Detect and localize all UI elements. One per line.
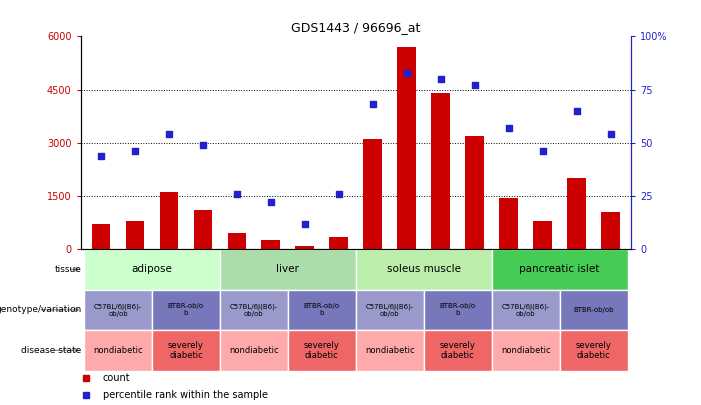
Bar <box>533 221 552 249</box>
Text: genotype/variation: genotype/variation <box>0 305 81 314</box>
Text: nondiabetic: nondiabetic <box>93 346 143 355</box>
Bar <box>84 290 152 330</box>
Text: severely
diabetic: severely diabetic <box>576 341 611 360</box>
Bar <box>92 224 110 249</box>
Text: C57BL/6J(B6)-
ob/ob: C57BL/6J(B6)- ob/ob <box>365 303 414 317</box>
Bar <box>193 210 212 249</box>
Bar <box>491 330 559 371</box>
Text: count: count <box>102 373 130 383</box>
Text: severely
diabetic: severely diabetic <box>440 341 475 360</box>
Text: nondiabetic: nondiabetic <box>501 346 550 355</box>
Text: C57BL/6J(B6)-
ob/ob: C57BL/6J(B6)- ob/ob <box>230 303 278 317</box>
Bar <box>160 192 178 249</box>
Bar <box>228 233 246 249</box>
Text: nondiabetic: nondiabetic <box>365 346 414 355</box>
Text: soleus muscle: soleus muscle <box>387 264 461 274</box>
Text: severely
diabetic: severely diabetic <box>304 341 340 360</box>
Bar <box>559 290 627 330</box>
Bar <box>423 290 491 330</box>
Point <box>571 108 582 114</box>
Bar <box>356 330 423 371</box>
Bar <box>288 330 356 371</box>
Text: BTBR-ob/o
b: BTBR-ob/o b <box>304 303 340 316</box>
Text: nondiabetic: nondiabetic <box>229 346 279 355</box>
Point <box>435 76 447 82</box>
Text: tissue: tissue <box>55 265 81 274</box>
Point <box>265 199 276 205</box>
Text: pancreatic islet: pancreatic islet <box>519 264 600 274</box>
Bar <box>152 330 220 371</box>
Text: BTBR-ob/o
b: BTBR-ob/o b <box>168 303 204 316</box>
Bar <box>465 136 484 249</box>
Bar <box>567 178 586 249</box>
Bar <box>491 249 627 290</box>
Point <box>130 148 141 154</box>
Text: BTBR-ob/ob: BTBR-ob/ob <box>573 307 614 313</box>
Point <box>231 190 243 197</box>
Bar <box>84 249 220 290</box>
Bar <box>431 93 450 249</box>
Bar <box>397 47 416 249</box>
Point <box>469 82 480 89</box>
Point <box>333 190 344 197</box>
Bar <box>559 330 627 371</box>
Point <box>95 152 107 159</box>
Bar <box>363 139 382 249</box>
Text: C57BL/6J(B6)-
ob/ob: C57BL/6J(B6)- ob/ob <box>501 303 550 317</box>
Bar <box>356 249 491 290</box>
Text: severely
diabetic: severely diabetic <box>168 341 204 360</box>
Point <box>503 125 515 131</box>
Bar <box>288 290 356 330</box>
Bar <box>220 249 356 290</box>
Bar <box>125 221 144 249</box>
Text: C57BL/6J(B6)-
ob/ob: C57BL/6J(B6)- ob/ob <box>94 303 142 317</box>
Bar <box>499 198 518 249</box>
Point <box>299 220 311 227</box>
Point <box>163 131 175 138</box>
Bar <box>601 212 620 249</box>
Bar <box>84 330 152 371</box>
Bar <box>220 330 288 371</box>
Point <box>537 148 548 154</box>
Bar <box>295 245 314 249</box>
Point <box>401 69 412 76</box>
Bar <box>491 290 559 330</box>
Bar <box>329 237 348 249</box>
Title: GDS1443 / 96696_at: GDS1443 / 96696_at <box>291 21 421 34</box>
Text: disease state: disease state <box>21 346 81 355</box>
Text: adipose: adipose <box>132 264 172 274</box>
Point <box>605 131 616 138</box>
Text: percentile rank within the sample: percentile rank within the sample <box>102 390 268 400</box>
Bar <box>152 290 220 330</box>
Text: liver: liver <box>276 264 299 274</box>
Bar <box>356 290 423 330</box>
Bar <box>261 240 280 249</box>
Bar <box>220 290 288 330</box>
Bar <box>423 330 491 371</box>
Text: BTBR-ob/o
b: BTBR-ob/o b <box>440 303 476 316</box>
Point <box>367 101 379 108</box>
Point <box>197 142 208 148</box>
